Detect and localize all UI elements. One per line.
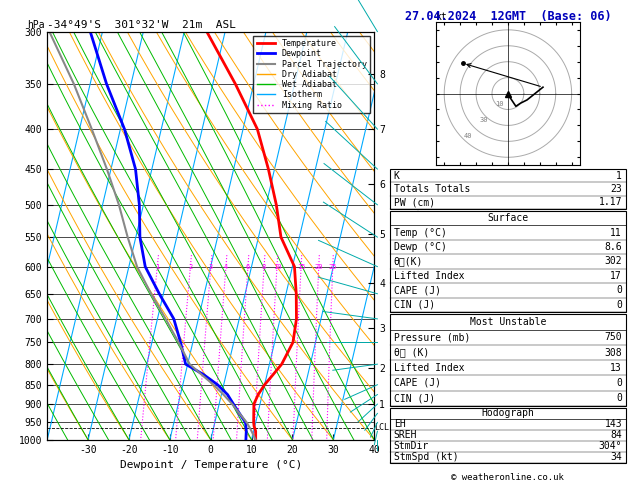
Text: 34: 34 xyxy=(610,452,622,462)
Text: Surface: Surface xyxy=(487,213,528,223)
Text: -34°49'S  301°32'W  21m  ASL: -34°49'S 301°32'W 21m ASL xyxy=(47,19,236,30)
Text: Totals Totals: Totals Totals xyxy=(394,184,470,194)
Text: Lifted Index: Lifted Index xyxy=(394,271,464,281)
Text: 20: 20 xyxy=(314,263,323,270)
Text: Mixing Ratio (g/kg): Mixing Ratio (g/kg) xyxy=(413,180,423,292)
Text: K: K xyxy=(394,171,399,181)
Text: CAPE (J): CAPE (J) xyxy=(394,378,441,388)
Text: 1: 1 xyxy=(155,263,159,270)
Text: Hodograph: Hodograph xyxy=(481,408,535,418)
Text: LCL: LCL xyxy=(374,423,389,432)
Text: 6: 6 xyxy=(246,263,250,270)
Text: 0: 0 xyxy=(616,300,622,310)
Text: 1: 1 xyxy=(616,171,622,181)
Text: StmSpd (kt): StmSpd (kt) xyxy=(394,452,459,462)
Text: 750: 750 xyxy=(604,332,622,342)
Text: 8.6: 8.6 xyxy=(604,242,622,252)
Text: θᴁ (K): θᴁ (K) xyxy=(394,347,429,358)
Y-axis label: km
ASL: km ASL xyxy=(393,225,411,246)
Text: 8: 8 xyxy=(262,263,266,270)
Text: PW (cm): PW (cm) xyxy=(394,197,435,208)
Text: EH: EH xyxy=(394,419,406,429)
Text: θᴁ(K): θᴁ(K) xyxy=(394,257,423,266)
Text: 0: 0 xyxy=(616,285,622,295)
Text: 0: 0 xyxy=(616,378,622,388)
Text: 40: 40 xyxy=(464,133,472,139)
Text: 30: 30 xyxy=(479,117,487,123)
Text: Most Unstable: Most Unstable xyxy=(470,317,546,327)
Text: Pressure (mb): Pressure (mb) xyxy=(394,332,470,342)
Text: 15: 15 xyxy=(297,263,305,270)
Text: 3: 3 xyxy=(209,263,213,270)
Text: 1.17: 1.17 xyxy=(599,197,622,208)
Text: 10: 10 xyxy=(495,101,504,107)
Text: 2: 2 xyxy=(188,263,192,270)
Text: 23: 23 xyxy=(610,184,622,194)
Text: Temp (°C): Temp (°C) xyxy=(394,227,447,238)
X-axis label: Dewpoint / Temperature (°C): Dewpoint / Temperature (°C) xyxy=(120,460,302,470)
Text: kt: kt xyxy=(437,12,448,22)
Text: 302: 302 xyxy=(604,257,622,266)
Text: Dewp (°C): Dewp (°C) xyxy=(394,242,447,252)
Text: SREH: SREH xyxy=(394,430,417,440)
Text: 25: 25 xyxy=(328,263,337,270)
Text: CAPE (J): CAPE (J) xyxy=(394,285,441,295)
Text: 308: 308 xyxy=(604,347,622,358)
Text: 143: 143 xyxy=(604,419,622,429)
Text: 4: 4 xyxy=(224,263,228,270)
Text: CIN (J): CIN (J) xyxy=(394,300,435,310)
Text: 304°: 304° xyxy=(599,441,622,451)
Text: hPa: hPa xyxy=(28,19,45,30)
Text: 17: 17 xyxy=(610,271,622,281)
Text: © weatheronline.co.uk: © weatheronline.co.uk xyxy=(452,473,564,482)
Text: 11: 11 xyxy=(610,227,622,238)
Text: 84: 84 xyxy=(610,430,622,440)
Text: 10: 10 xyxy=(273,263,281,270)
Legend: Temperature, Dewpoint, Parcel Trajectory, Dry Adiabat, Wet Adiabat, Isotherm, Mi: Temperature, Dewpoint, Parcel Trajectory… xyxy=(253,36,370,113)
Text: CIN (J): CIN (J) xyxy=(394,393,435,403)
Text: StmDir: StmDir xyxy=(394,441,429,451)
Text: 0: 0 xyxy=(616,393,622,403)
Text: 13: 13 xyxy=(610,363,622,373)
Text: Lifted Index: Lifted Index xyxy=(394,363,464,373)
Text: 27.04.2024  12GMT  (Base: 06): 27.04.2024 12GMT (Base: 06) xyxy=(404,10,611,23)
